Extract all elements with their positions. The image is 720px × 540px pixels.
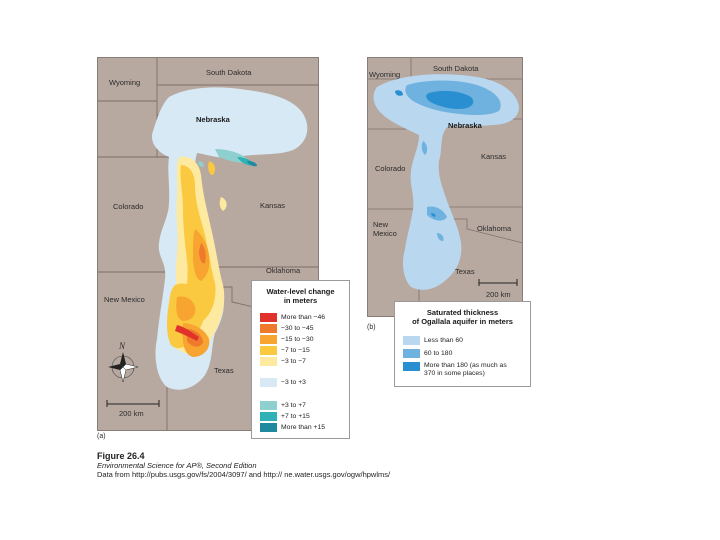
label-south-dakota-b: South Dakota [433,64,479,73]
label-new-mexico-a: New Mexico [104,295,145,304]
data-source: Data from http://pubs.usgs.gov/fs/2004/3… [97,470,391,479]
thickness-zones [395,80,501,241]
saturated-thickness-legend: Saturated thickness of Ogallala aquifer … [394,301,531,387]
label-wyoming-b: Wyoming [369,70,401,79]
legend-swatch [260,313,277,322]
legend-label-line1: More than 180 (as much as [424,362,507,369]
legend-swatch [260,357,277,366]
legend-label: +7 to +15 [281,412,310,420]
label-texas-b: Texas [455,267,475,276]
legend-b-title-line1: Saturated thickness [426,308,499,317]
legend-label: −30 to −45 [281,324,314,332]
label-colorado-b: Colorado [375,164,406,173]
legend-label: −3 to +3 [281,378,306,386]
legend-a-item: −7 to −15 [260,346,310,355]
scale-label-a: 200 km [119,409,144,418]
legend-a-item: +3 to +7 [260,401,306,410]
legend-b-item: More than 180 (as much as 370 in some pl… [403,362,507,378]
water-level-legend: Water-level change in meters More than −… [251,280,350,439]
map-b-graphic [367,57,523,317]
compass-north-letter: N [119,341,126,351]
label-wyoming-a: Wyoming [109,78,141,87]
saturated-thickness-map [367,57,523,317]
legend-b-title: Saturated thickness of Ogallala aquifer … [395,308,530,326]
label-oklahoma-b: Oklahoma [477,224,512,233]
label-nebraska-b: Nebraska [448,121,482,130]
legend-label: More than −46 [281,313,326,321]
legend-swatch [260,335,277,344]
legend-label: Less than 60 [424,336,463,344]
legend-label: −15 to −30 [281,335,314,343]
legend-swatch [260,423,277,432]
legend-label: More than +15 [281,423,326,431]
label-new-mexico-b-text: New Mexico [373,220,397,238]
legend-swatch [260,324,277,333]
label-texas-a: Texas [214,366,234,375]
legend-b-item: 60 to 180 [403,349,452,358]
legend-a-item: −3 to +3 [260,378,306,387]
legend-a-item: −3 to −7 [260,357,306,366]
legend-label: 60 to 180 [424,349,453,357]
panel-label-a: (a) [97,433,106,440]
label-nebraska-a: Nebraska [196,115,230,124]
label-new-mexico-b: New Mexico [373,220,403,238]
legend-a-item: More than +15 [260,423,325,432]
scale-bar [106,400,160,407]
decline-zones [167,156,227,357]
legend-a-item: −30 to −45 [260,324,314,333]
label-colorado-a: Colorado [113,202,144,211]
scale-bar-b [478,279,518,286]
legend-a-item: More than −46 [260,313,325,322]
label-kansas-b: Kansas [481,152,507,161]
legend-a-title-line1: Water-level change [266,287,335,296]
legend-swatch [403,336,420,345]
aquifer-region-b [373,74,519,290]
legend-label: −7 to −15 [281,346,310,354]
rise-zones [198,149,257,167]
legend-a-title: Water-level change in meters [252,287,349,305]
legend-swatch [260,346,277,355]
legend-swatch [260,378,277,387]
label-south-dakota-a: South Dakota [206,68,252,77]
map-a-graphic [97,57,319,431]
figure-number: Figure 26.4 [97,451,145,461]
legend-label: −3 to −7 [281,357,306,365]
legend-label-line2: 370 in some places) [424,370,485,377]
legend-swatch [260,412,277,421]
panel-label-b: (b) [367,324,376,331]
legend-a-item: −15 to −30 [260,335,314,344]
source-book: Environmental Science for AP®, Second Ed… [97,461,257,470]
legend-swatch [260,401,277,410]
label-oklahoma-a: Oklahoma [266,266,301,275]
legend-a-item: +7 to +15 [260,412,310,421]
legend-a-title-line2: in meters [283,296,318,305]
legend-b-item: Less than 60 [403,336,463,345]
legend-swatch [403,349,420,358]
water-level-change-map [97,57,319,431]
compass-rose [108,352,139,383]
scale-label-b: 200 km [486,290,511,299]
legend-b-title-line2: of Ogallala aquifer in meters [412,317,513,326]
legend-swatch [403,362,420,371]
label-kansas-a: Kansas [260,201,286,210]
legend-label: +3 to +7 [281,401,306,409]
legend-label: More than 180 (as much as 370 in some pl… [424,362,507,378]
